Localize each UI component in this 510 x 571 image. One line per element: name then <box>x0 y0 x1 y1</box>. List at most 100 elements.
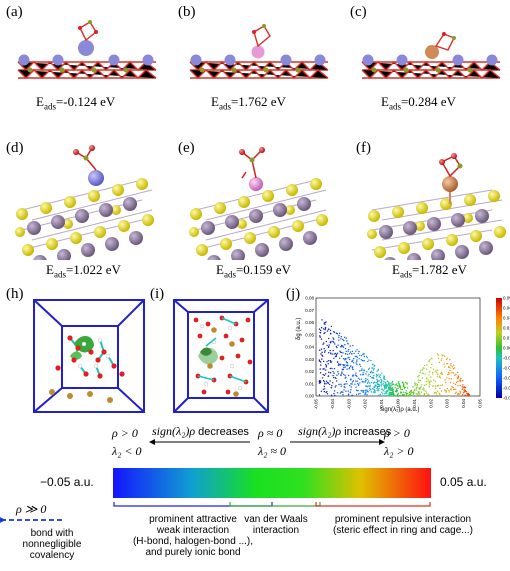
scatter-point <box>432 373 434 375</box>
colorbar-tick-label: 0.050 <box>503 296 510 301</box>
scatter-point <box>378 380 380 382</box>
scatter-point <box>319 349 321 351</box>
scatter-point <box>395 383 398 385</box>
scatter-point <box>377 388 379 390</box>
y-tick-label: 0.02 <box>305 369 314 374</box>
scatter-point <box>358 393 360 395</box>
colorbar-tick-label: 0.020 <box>503 326 510 331</box>
scatter-point <box>334 386 336 388</box>
scatter-point <box>322 343 324 345</box>
scatter-point <box>455 391 457 393</box>
scatter-point <box>343 373 345 376</box>
scatter-point <box>441 373 443 375</box>
scatter-point <box>396 385 399 387</box>
scatter-point <box>459 390 461 392</box>
scatter-point <box>360 389 362 392</box>
scatter-point <box>427 379 429 381</box>
scatter-point <box>437 357 439 360</box>
scatter-point <box>326 393 329 395</box>
scatter-point <box>346 383 348 385</box>
x-tick-label: -0.02 <box>363 399 368 410</box>
scatter-point <box>342 368 345 371</box>
scatter-point <box>423 384 426 387</box>
scatter-point <box>396 388 398 390</box>
scatter-point <box>321 319 323 321</box>
scatter-point <box>349 379 352 381</box>
scatter-point <box>381 388 383 390</box>
scatter-point <box>462 384 464 386</box>
scatter-point <box>372 376 374 378</box>
scatter-point <box>395 391 398 393</box>
scatter-point <box>362 391 365 393</box>
scatter-point <box>436 375 438 378</box>
scatter-point <box>318 394 321 396</box>
scatter-point <box>327 363 329 365</box>
scatter-point <box>439 375 441 377</box>
scatter-point <box>408 393 411 396</box>
scatter-point <box>324 388 326 390</box>
scatter-point <box>350 383 352 385</box>
scatter-point <box>323 360 325 362</box>
scatter-point <box>351 383 353 385</box>
scatter-point <box>449 367 451 369</box>
scatter-point <box>370 381 373 384</box>
scatter-point <box>405 390 408 392</box>
scatter-point <box>345 353 347 355</box>
scatter-point <box>348 353 351 355</box>
scatter-point <box>327 375 330 377</box>
scatter-point <box>355 393 358 396</box>
scatter-point <box>449 359 451 361</box>
scatter-point <box>321 358 323 360</box>
scatter-point <box>329 329 332 332</box>
scatter-point <box>321 351 323 353</box>
scatter-point <box>356 360 358 363</box>
left-lambda-cond: λ₂ < 0 <box>112 444 142 458</box>
scatter-point <box>361 374 364 376</box>
scatter-point <box>374 392 376 394</box>
scatter-point <box>342 346 345 348</box>
scatter-point <box>391 389 394 392</box>
scatter-point <box>338 339 340 341</box>
scatter-point <box>431 357 433 360</box>
slab-a <box>17 20 157 79</box>
scatter-point <box>330 387 333 389</box>
scatter-point <box>354 355 356 358</box>
scatter-point <box>418 387 420 389</box>
scatter-point <box>367 378 369 380</box>
scatter-point <box>461 393 464 396</box>
scatter-point <box>415 393 417 395</box>
scatter-point <box>323 332 325 335</box>
scatter-point <box>366 394 368 396</box>
scatter-point <box>351 353 353 355</box>
scatter-point <box>449 369 451 372</box>
scatter-point <box>372 382 375 384</box>
scatter-point <box>320 327 323 329</box>
scatter-point <box>342 338 344 341</box>
scatter-point <box>404 391 406 394</box>
scatter-point <box>423 389 425 391</box>
scatter-point <box>355 380 357 382</box>
scatter-point <box>376 378 378 380</box>
scatter-point <box>445 358 448 361</box>
scatter-point <box>351 360 353 362</box>
scatter-point <box>453 382 455 384</box>
scatter-point <box>452 368 455 370</box>
scatter-point <box>381 383 383 386</box>
scatter-point <box>323 368 325 370</box>
scatter-point <box>331 367 333 370</box>
scatter-point <box>337 344 339 346</box>
y-tick-label: 0.05 <box>305 332 314 337</box>
scatter-point <box>467 393 469 396</box>
scatter-point <box>326 344 328 347</box>
scatter-point <box>449 381 452 384</box>
scatter-point <box>450 378 452 380</box>
scatter-point <box>329 372 332 374</box>
scatter-point <box>385 382 387 384</box>
scatter-points <box>318 319 471 397</box>
scatter-point <box>338 364 341 366</box>
scatter-point <box>325 364 327 366</box>
scatter-point <box>379 376 381 379</box>
scatter-point <box>342 345 344 347</box>
colorbar-tick-label: -0.040 <box>503 386 510 391</box>
scatter-point <box>436 369 438 371</box>
